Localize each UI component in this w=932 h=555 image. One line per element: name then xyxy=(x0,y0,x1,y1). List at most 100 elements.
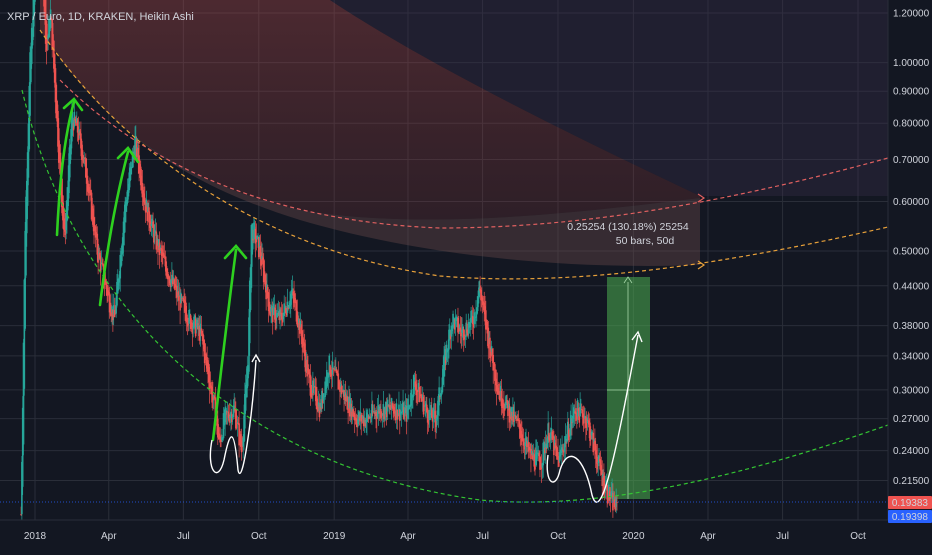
candle-body xyxy=(459,327,462,332)
candle-body xyxy=(48,27,51,29)
candle-body xyxy=(32,0,35,37)
candle-body xyxy=(487,327,490,349)
candle-body xyxy=(146,203,149,222)
candle-body xyxy=(403,407,405,420)
candle-body xyxy=(383,409,386,420)
candle-body xyxy=(337,373,340,390)
candle-body xyxy=(50,18,53,20)
candle-body xyxy=(495,378,498,392)
candle-body xyxy=(387,405,390,407)
candle-body xyxy=(144,197,146,204)
x-tick-label: Oct xyxy=(550,531,566,542)
candle-body xyxy=(420,394,422,399)
candle-body xyxy=(219,436,222,440)
candle-body xyxy=(112,309,114,321)
candle-body xyxy=(594,440,596,451)
candle-body xyxy=(276,312,279,316)
candle-body xyxy=(497,387,499,395)
candle-body xyxy=(141,182,144,198)
candle-body xyxy=(71,119,74,126)
candle-body xyxy=(580,409,582,410)
candle-body xyxy=(455,316,458,321)
candle-body xyxy=(233,405,235,412)
candle-body xyxy=(434,411,436,420)
candle-body xyxy=(576,413,578,420)
candle-body xyxy=(325,382,327,390)
candle-body xyxy=(320,406,322,410)
candle-body xyxy=(197,323,199,330)
candle-body xyxy=(189,315,192,329)
candle-body xyxy=(468,326,471,328)
candle-body xyxy=(476,307,478,315)
candle-body xyxy=(389,405,391,409)
candle-body xyxy=(585,417,587,428)
candle-body xyxy=(362,417,365,427)
candle-body xyxy=(317,402,319,412)
candle-body xyxy=(84,158,86,160)
candle-body xyxy=(526,440,528,447)
y-axis[interactable]: 1.20000 1.00000 0.90000 0.80000 0.70000 0.600… xyxy=(893,9,930,488)
candle-body xyxy=(174,283,176,288)
candle-body xyxy=(458,326,461,329)
candle-body xyxy=(203,339,205,350)
candle-body xyxy=(367,414,369,418)
candle-body xyxy=(371,404,373,418)
candle-body xyxy=(489,337,491,359)
candle-body xyxy=(198,325,200,327)
candle-body xyxy=(169,279,172,288)
candle-body xyxy=(557,452,559,460)
candle-body xyxy=(182,297,185,302)
x-axis[interactable]: 2018 Apr Jul Oct 2019 Apr Jul Oct 2020 Apr Jul Oct xyxy=(24,531,866,542)
candle-body xyxy=(616,502,618,503)
candle-body xyxy=(311,391,313,396)
candle-body xyxy=(448,329,450,350)
candle-body xyxy=(20,514,22,515)
candle-body xyxy=(57,128,60,163)
candle-body xyxy=(216,416,218,422)
candle-body xyxy=(247,365,249,379)
candle-body xyxy=(479,288,481,291)
candle-body xyxy=(216,418,219,438)
candle-body xyxy=(223,419,226,426)
candle-body xyxy=(93,217,95,236)
candle-body xyxy=(199,323,202,334)
candle-body xyxy=(284,306,286,310)
candle-body xyxy=(258,245,261,247)
candle-body xyxy=(207,362,209,372)
candle-body xyxy=(121,237,124,254)
candle-body xyxy=(81,150,84,161)
candle-body xyxy=(92,208,95,227)
x-tick-label: Oct xyxy=(251,531,267,542)
candle-body xyxy=(305,359,308,361)
candle-body xyxy=(227,411,230,418)
candle-body xyxy=(323,396,326,398)
candle-body xyxy=(516,418,518,420)
candle-body xyxy=(210,385,213,389)
candle-body xyxy=(56,100,58,122)
candle-body xyxy=(406,405,408,415)
candle-body xyxy=(342,389,345,391)
candle-body xyxy=(378,409,381,414)
candle-body xyxy=(273,306,276,310)
candle-body xyxy=(457,325,460,332)
candle-body xyxy=(254,228,257,244)
candle-body xyxy=(595,450,598,464)
candle-body xyxy=(226,411,229,413)
candle-body xyxy=(33,0,35,16)
candle-body xyxy=(190,322,193,324)
candle-body xyxy=(549,432,552,439)
candle-body xyxy=(267,292,270,312)
candle-body xyxy=(248,317,250,372)
candle-body xyxy=(562,450,565,453)
candle-body xyxy=(121,245,123,262)
candle-body xyxy=(170,279,172,284)
candle-body xyxy=(582,413,585,424)
candle-body xyxy=(299,321,302,328)
candle-body xyxy=(98,252,101,259)
candle-body xyxy=(262,257,264,265)
candle-body xyxy=(466,329,468,333)
x-tick-label: 2019 xyxy=(323,531,346,542)
candle-body xyxy=(522,438,525,446)
